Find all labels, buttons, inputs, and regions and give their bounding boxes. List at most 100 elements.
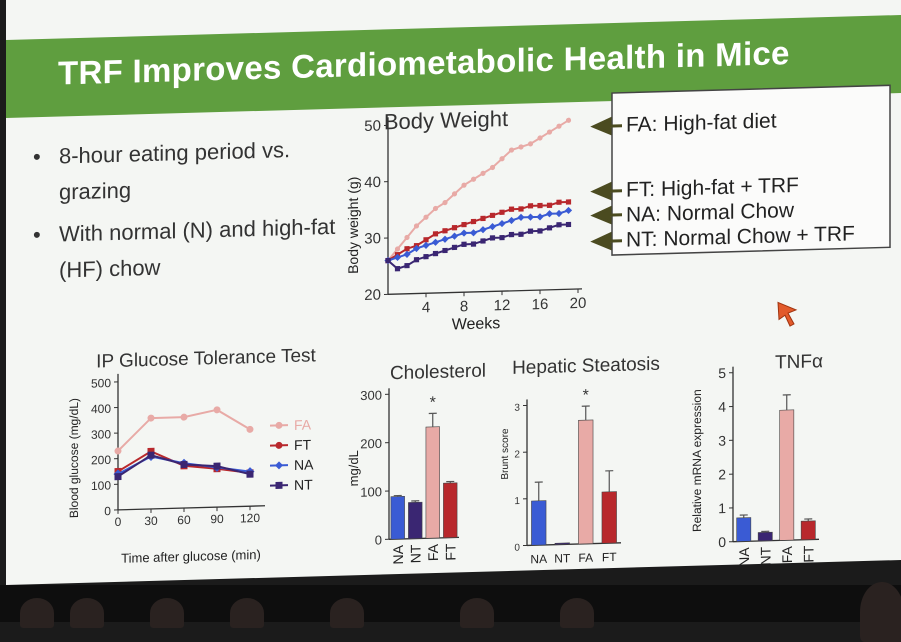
gtt-y-tick-label: 500 (91, 376, 111, 391)
body-weight-point-fa (423, 215, 428, 220)
gtt-legend-marker-nt (276, 482, 283, 489)
body-weight-point-na (527, 213, 534, 220)
gtt-y-tick-label: 100 (91, 478, 111, 493)
body-weight-point-nt (518, 232, 523, 237)
audience-head (150, 598, 184, 628)
gtt-legend-markers (270, 422, 288, 490)
gtt-point-fa (181, 414, 188, 421)
cholesterol-bar-na (391, 496, 405, 539)
tnf-alpha-category-label: FA (779, 545, 795, 563)
body-weight-point-nt (433, 251, 438, 256)
gtt-x-tick-label: 90 (210, 512, 224, 526)
gtt-y-tick-label: 200 (91, 453, 111, 468)
body-weight-point-na (460, 229, 467, 236)
cholesterol-category-label: FA (425, 543, 441, 561)
tnf-alpha-y-tick-label: 1 (718, 500, 726, 516)
body-weight-x-tick-label: 8 (460, 298, 468, 315)
gtt-title: IP Glucose Tolerance Test (96, 345, 316, 372)
body-weight-point-nt (528, 229, 533, 234)
gtt-y-tick-label: 300 (91, 427, 111, 442)
tnf-alpha-bar-na (737, 518, 751, 542)
cholesterol-bar-ft (443, 483, 457, 538)
hepatic-steatosis-y-tick-label: 2 (514, 449, 520, 460)
body-weight-point-nt (423, 254, 428, 259)
body-weight-point-na (565, 207, 572, 214)
body-weight-point-nt (452, 245, 457, 250)
body-weight-x-tick-label: 12 (494, 297, 511, 314)
audience-head (860, 582, 901, 642)
gtt-legend-marker-na (275, 461, 283, 469)
body-weight-point-na (546, 210, 553, 217)
audience-head (20, 598, 54, 628)
body-weight-y-tick-label: 50 (364, 118, 381, 135)
body-weight-x-tick-label: 20 (570, 295, 587, 312)
gtt-y-tick-label: 0 (104, 504, 111, 518)
gtt-x-tick-label: 60 (177, 513, 191, 527)
body-weight-point-ft (480, 216, 485, 221)
body-weight-point-ft (537, 203, 542, 208)
body-weight-point-fa (471, 177, 476, 182)
tnf-alpha-bar-nt (758, 532, 772, 541)
body-weight-point-nt (461, 242, 466, 247)
body-weight-point-na (479, 226, 486, 233)
body-weight-point-fa (433, 206, 438, 211)
body-weight-point-ft (423, 237, 428, 242)
body-weight-point-na (441, 236, 448, 243)
body-weight-x-axis (388, 289, 582, 294)
body-weight-point-nt (537, 228, 542, 233)
audience-head (560, 598, 594, 628)
hepatic-steatosis-bar-ft (602, 492, 617, 544)
hepatic-steatosis-bar-na (531, 501, 546, 546)
slide: TRF Improves Cardiometabolic Health in M… (6, 0, 901, 585)
hepatic-steatosis-category-label: FT (602, 550, 617, 564)
body-weight-point-ft (452, 225, 457, 230)
hepatic-steatosis-bar-nt (555, 543, 570, 545)
body-weight-point-na (489, 223, 496, 230)
steatosis-title: Hepatic Steatosis (512, 354, 660, 379)
body-weight-point-fa (518, 144, 523, 149)
cholesterol-category-label: NA (390, 544, 406, 565)
body-weight-point-fa (499, 156, 504, 161)
body-weight-y-tick-label: 30 (364, 230, 381, 247)
cholesterol-y-tick-label: 300 (360, 387, 382, 403)
body-weight-point-fa (414, 223, 419, 228)
tnf-alpha-y-tick-label: 0 (718, 534, 726, 550)
gtt-legend-nt: NT (294, 476, 313, 493)
body-weight-point-na (517, 214, 524, 221)
hepatic-steatosis-category-label: NA (530, 552, 547, 566)
body-weight-point-fa (452, 191, 457, 196)
body-weight-point-ft (499, 210, 504, 215)
body-weight-x-tick-label: 16 (532, 296, 549, 313)
body-weight-point-ft (528, 203, 533, 208)
tnf-alpha-bar-fa (780, 410, 794, 541)
body-weight-point-nt (566, 222, 571, 227)
body-weight-point-nt (499, 235, 504, 240)
body-weight-point-ft (518, 206, 523, 211)
body-weight-point-na (470, 229, 477, 236)
cholesterol-category-label: NT (407, 544, 423, 564)
body-weight-point-nt (471, 241, 476, 246)
body-weight-y-tick-label: 20 (364, 287, 381, 304)
gtt-legend-marker-fa (276, 422, 283, 429)
hepatic-steatosis-y-tick-label: 3 (514, 403, 520, 414)
body-weight-series-fa (388, 120, 569, 260)
audience-head (330, 598, 364, 628)
tnf-alpha-bar-ft (801, 521, 815, 540)
tnf-alpha-y-tick-label: 4 (718, 399, 726, 415)
cholesterol-y-tick-label: 0 (375, 532, 382, 547)
cursor-arrow (778, 302, 796, 327)
cholesterol-category-label: FT (442, 543, 458, 561)
body-weight-point-na (508, 217, 515, 224)
audience-head (460, 598, 494, 628)
tnf-title: TNFα (775, 351, 823, 373)
tnf-alpha-category-label: NT (757, 546, 773, 566)
cholesterol-bar-fa (426, 427, 440, 539)
tnf-ylabel: Relative mRNA expression (690, 389, 704, 532)
body-weight-x-tick-label: 4 (422, 299, 430, 316)
legend-na: NA: Normal Chow (626, 199, 795, 227)
body-weight-point-nt (385, 258, 390, 263)
body-weight-point-ft (566, 199, 571, 204)
body-weight-point-ft (490, 213, 495, 218)
audience-head (70, 598, 104, 628)
